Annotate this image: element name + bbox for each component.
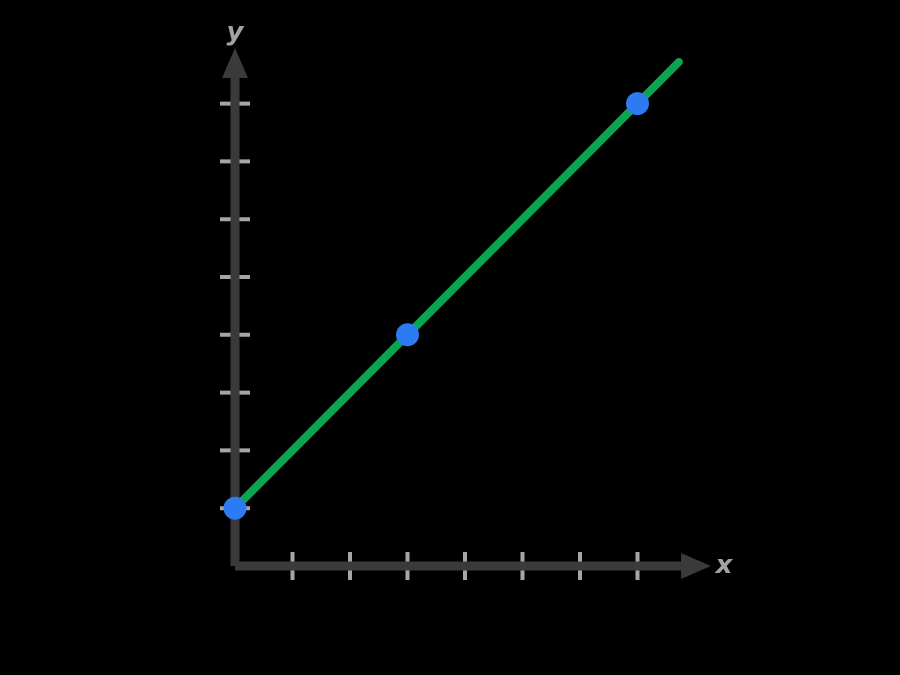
x-axis-arrowhead	[681, 553, 711, 579]
y-axis-label: y	[226, 17, 244, 47]
data-point	[223, 496, 247, 520]
data-point	[626, 92, 649, 116]
function-line	[231, 57, 683, 513]
y-axis-arrowhead	[222, 48, 248, 78]
data-point	[396, 323, 419, 347]
x-axis-label: x	[715, 550, 733, 580]
